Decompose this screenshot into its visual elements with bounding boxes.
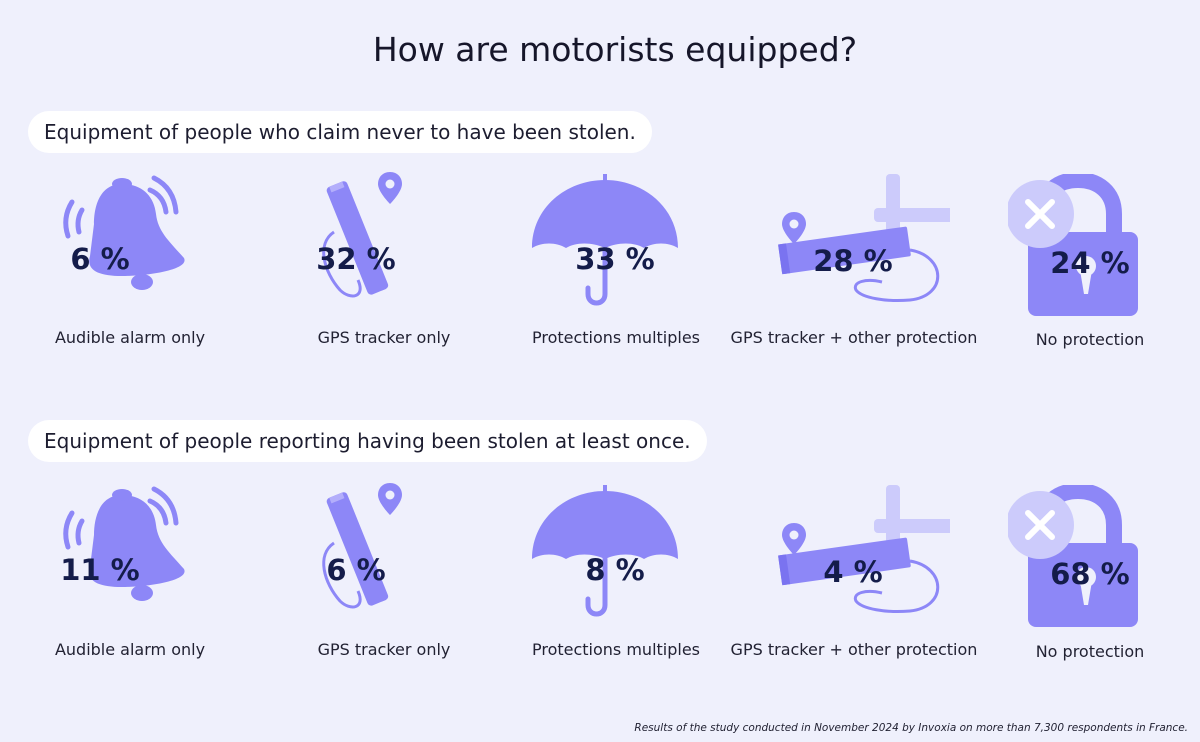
category-label: GPS tracker only (317, 328, 451, 347)
padlock-cross-icon (1006, 482, 1148, 634)
bell-icon (58, 172, 188, 306)
value-label: 4 % (823, 555, 883, 589)
value-label: 6 % (70, 242, 130, 276)
bell-icon (58, 483, 188, 617)
category-label: Protections multiples (531, 640, 701, 659)
page-title: How are motorists equipped? (372, 30, 858, 69)
gps-tracker-plus-icon (750, 483, 954, 627)
category-label: GPS tracker only (317, 640, 451, 659)
value-label: 11 % (60, 553, 140, 587)
value-label: 24 % (1050, 246, 1130, 280)
value-label: 28 % (813, 244, 893, 278)
category-label: No protection (1035, 330, 1145, 349)
category-label: No protection (1035, 642, 1145, 661)
umbrella-icon (530, 172, 680, 316)
value-label: 33 % (575, 242, 655, 276)
value-label: 68 % (1050, 557, 1130, 591)
umbrella-icon (530, 483, 680, 627)
gps-tracker-icon (310, 172, 440, 306)
gps-tracker-plus-icon (750, 172, 954, 316)
category-label: GPS tracker + other protection (730, 328, 978, 347)
section-heading-stolen-once: Equipment of people reporting having bee… (28, 420, 707, 462)
gps-tracker-icon (310, 483, 440, 617)
category-label: GPS tracker + other protection (730, 640, 978, 659)
value-label: 32 % (316, 242, 396, 276)
category-label: Protections multiples (531, 328, 701, 347)
value-label: 8 % (585, 553, 645, 587)
value-label: 6 % (326, 553, 386, 587)
padlock-cross-icon (1006, 171, 1148, 323)
category-label: Audible alarm only (54, 328, 206, 347)
category-label: Audible alarm only (54, 640, 206, 659)
footnote: Results of the study conducted in Novemb… (634, 722, 1188, 734)
section-heading-never-stolen: Equipment of people who claim never to h… (28, 111, 652, 153)
